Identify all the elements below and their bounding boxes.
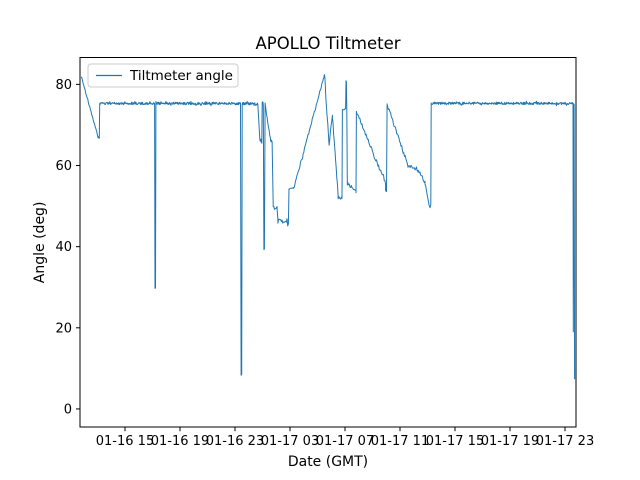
- tiltmeter-angle-series: [80, 74, 576, 380]
- x-tick-label: 01-17 11: [371, 434, 429, 449]
- legend-label: Tiltmeter angle: [129, 68, 233, 84]
- y-axis: 0 20 40 60 80: [55, 78, 80, 417]
- y-axis-label: Angle (deg): [32, 202, 48, 284]
- legend: Tiltmeter angle: [87, 63, 239, 88]
- x-tick-label: 01-16 23: [206, 434, 264, 449]
- axes-spines: [79, 57, 577, 428]
- x-tick-label: 01-16 15: [96, 434, 154, 449]
- x-tick-label: 01-17 19: [481, 434, 539, 449]
- y-tick-label: 0: [64, 402, 72, 417]
- chart-title: APOLLO Tiltmeter: [255, 34, 400, 53]
- x-axis-label: Date (GMT): [288, 454, 368, 470]
- y-tick-label: 60: [55, 159, 72, 174]
- plot-background: [80, 57, 576, 428]
- y-tick-label: 80: [55, 78, 72, 93]
- x-tick-label: 01-17 15: [426, 434, 484, 449]
- legend-box: [87, 63, 239, 88]
- x-tick-label: 01-17 07: [316, 434, 374, 449]
- x-tick-label: 01-17 03: [261, 434, 319, 449]
- series-group: [80, 74, 576, 380]
- x-tick-label: 01-16 19: [151, 434, 209, 449]
- y-tick-label: 20: [55, 321, 72, 336]
- x-tick-label: 01-17 23: [536, 434, 594, 449]
- y-tick-label: 40: [55, 240, 72, 255]
